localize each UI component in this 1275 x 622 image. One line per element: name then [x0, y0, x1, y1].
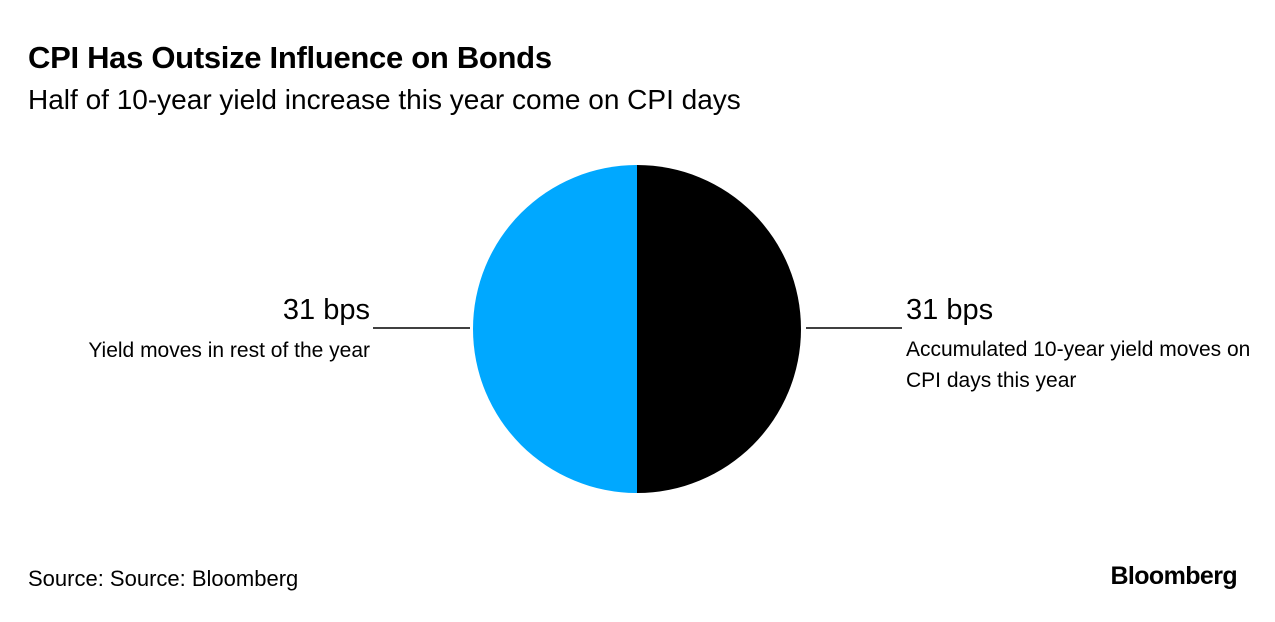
- cpi-days-value-label: 31 bps: [906, 294, 994, 326]
- source-note: Source: Source: Bloomberg: [28, 566, 299, 591]
- cpi-days-description: Accumulated 10-year yield moves on CPI d…: [906, 338, 1251, 392]
- pie-slice-rest-of-year: [473, 165, 637, 493]
- chart-subtitle: Half of 10-year yield increase this year…: [28, 84, 741, 115]
- pie-slice-cpi-days: [637, 165, 801, 493]
- bloomberg-logo: Bloomberg: [1110, 562, 1237, 590]
- rest-of-year-description: Yield moves in rest of the year: [88, 339, 370, 362]
- chart-title: CPI Has Outsize Influence on Bonds: [28, 40, 552, 75]
- rest-of-year-value-label: 31 bps: [282, 294, 370, 326]
